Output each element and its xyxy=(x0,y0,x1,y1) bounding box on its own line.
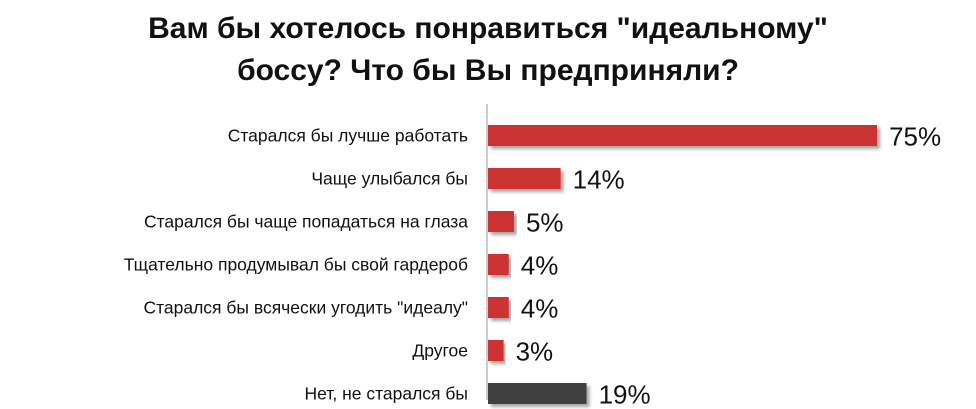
bar xyxy=(488,383,587,404)
category-label: Нет, не старался бы xyxy=(304,384,468,404)
bar xyxy=(488,125,878,146)
category-label: Другое xyxy=(412,341,468,361)
category-label: Старался бы чаще попадаться на глаза xyxy=(144,212,468,232)
chart-title-line-1: Вам бы хотелось понравиться "идеальному" xyxy=(148,12,828,45)
bar xyxy=(488,254,509,275)
bar xyxy=(488,297,509,318)
data-label: 14% xyxy=(573,165,625,195)
bar xyxy=(488,211,514,232)
category-label: Чаще улыбался бы xyxy=(311,169,468,189)
data-label: 4% xyxy=(521,294,559,324)
chart-title: Вам бы хотелось понравиться "идеальному"… xyxy=(0,8,976,92)
data-label: 75% xyxy=(889,122,941,152)
category-label: Старался бы всячески угодить "идеалу" xyxy=(143,298,468,318)
chart-title-line-2: боссу? Что бы Вы предприняли? xyxy=(237,54,739,87)
category-label: Старался бы лучше работать xyxy=(228,126,468,146)
data-label: 4% xyxy=(521,251,559,281)
data-label: 3% xyxy=(516,337,554,367)
bar xyxy=(488,340,504,361)
data-label: 19% xyxy=(599,380,651,409)
category-label: Тщательно продумывал бы свой гардероб xyxy=(124,255,468,275)
data-label: 5% xyxy=(526,208,564,238)
bar xyxy=(488,168,561,189)
